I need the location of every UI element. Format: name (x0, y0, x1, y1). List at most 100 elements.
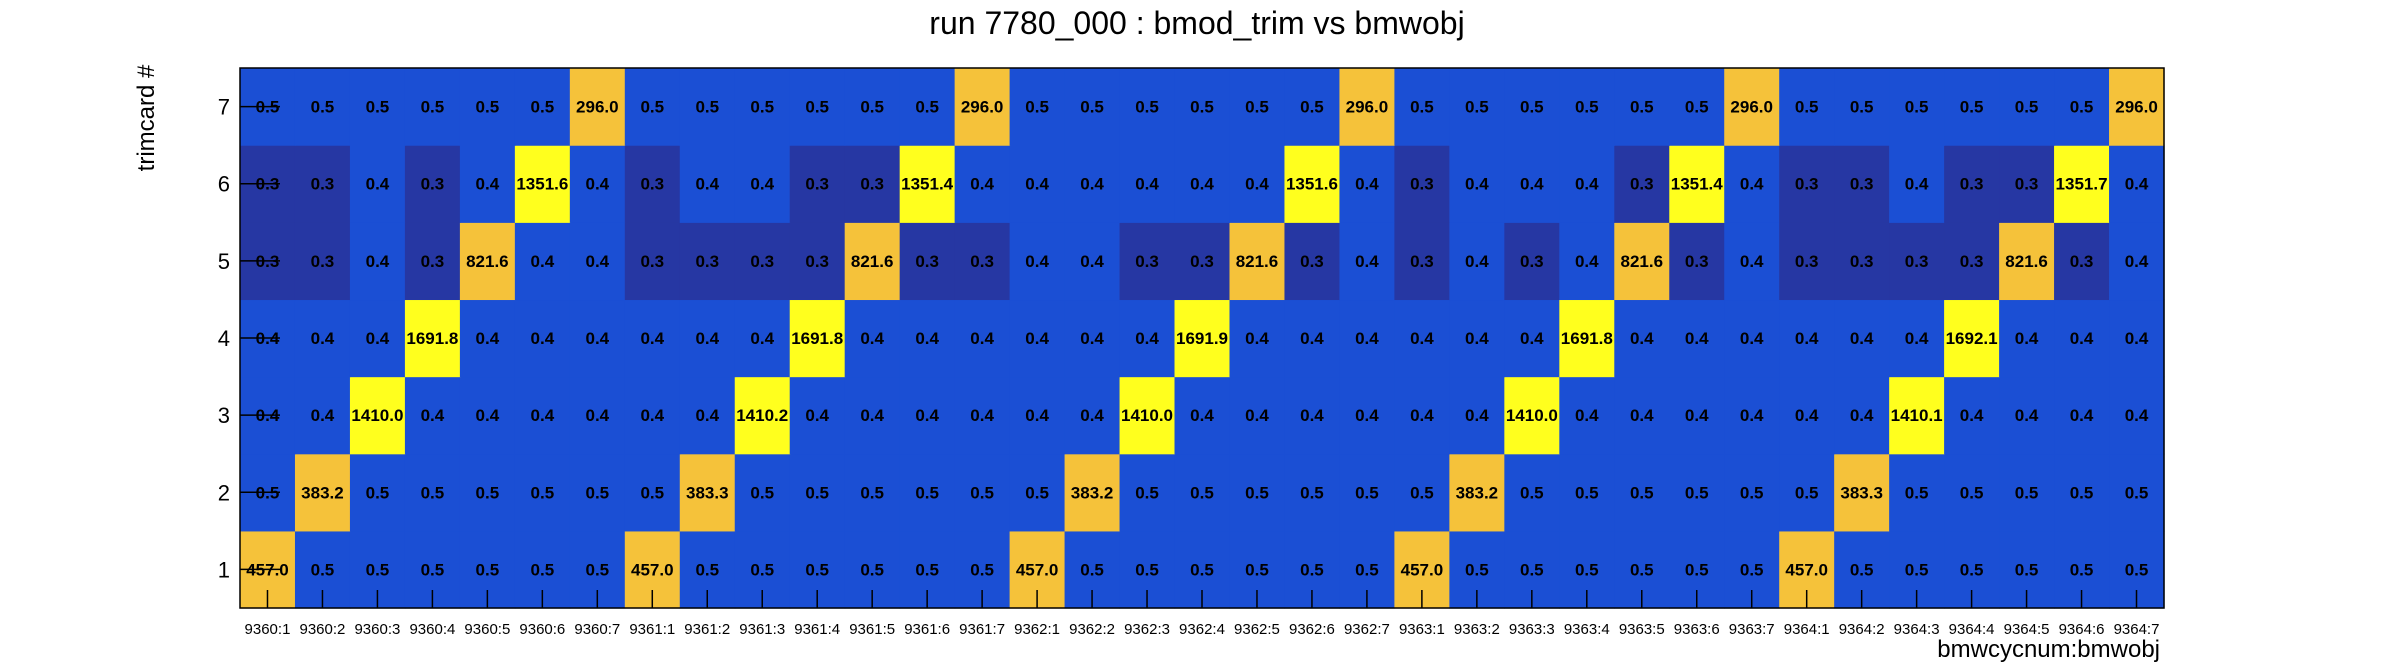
cell-value-label: 0.4 (1685, 406, 1709, 425)
heatmap-cell (1229, 453, 1286, 532)
heatmap-cell (844, 453, 901, 532)
heatmap-cell (569, 145, 626, 223)
x-tick-label: 9364:3 (1894, 621, 1940, 638)
cell-value-label: 0.4 (585, 329, 609, 348)
heatmap-cell (1889, 453, 1945, 532)
cell-value-label: 0.5 (1630, 560, 1654, 579)
cell-value-label: 0.4 (585, 175, 609, 194)
heatmap-cell (954, 453, 1011, 532)
cell-value-label: 0.3 (2015, 175, 2039, 194)
cell-value-label: 296.0 (576, 98, 619, 117)
cell-value-label: 821.6 (1620, 252, 1663, 271)
x-tick-label: 9361:2 (684, 621, 730, 638)
heatmap-cell (1614, 453, 1670, 532)
heatmap-cell (459, 145, 516, 223)
cell-value-label: 0.4 (1410, 329, 1434, 348)
heatmap-cell (514, 453, 571, 532)
cell-value-label: 0.5 (695, 560, 719, 579)
heatmap-cell (899, 145, 956, 223)
cell-value-label: 0.3 (1795, 175, 1819, 194)
heatmap-cell (459, 376, 516, 455)
cell-value-label: 0.5 (1905, 560, 1929, 579)
heatmap-cell (514, 68, 571, 146)
heatmap-cell (1119, 376, 1176, 455)
heatmap-cell (294, 376, 351, 455)
cell-value-label: 0.4 (970, 175, 994, 194)
cell-value-label: 0.5 (1245, 560, 1269, 579)
cell-value-label: 0.5 (1410, 483, 1434, 502)
x-tick-label: 9364:2 (1839, 621, 1885, 638)
cell-value-label: 0.5 (2015, 560, 2039, 579)
heatmap-cell (1229, 145, 1286, 223)
cell-value-label: 0.5 (421, 98, 445, 117)
heatmap-cell (1394, 376, 1450, 455)
cell-value-label: 0.4 (421, 406, 445, 425)
cell-value-label: 0.4 (1465, 175, 1489, 194)
heatmap-cell (1559, 453, 1615, 532)
heatmap-cell (1229, 222, 1286, 301)
heatmap-cell (2109, 145, 2165, 223)
heatmap-cell (1944, 222, 2000, 301)
heatmap-cell (1779, 222, 1835, 301)
heatmap-cell (1889, 376, 1945, 455)
cell-value-label: 821.6 (466, 252, 509, 271)
x-axis-title: bmwcycnum:bmwobj (1937, 636, 2160, 663)
heatmap-cell (2109, 222, 2165, 301)
cell-value-label: 0.5 (476, 483, 500, 502)
heatmap-cell (1119, 299, 1176, 378)
heatmap-cell (1174, 376, 1231, 455)
cell-value-label: 0.4 (1795, 406, 1819, 425)
cell-value-label: 0.4 (1190, 175, 1214, 194)
cell-value-label: 296.0 (961, 98, 1004, 117)
heatmap-cell (789, 299, 846, 378)
cell-value-label: 0.4 (1465, 252, 1489, 271)
heatmap-cell (1999, 68, 2055, 146)
heatmap-cell (569, 299, 626, 378)
heatmap-cell (1944, 299, 2000, 378)
cell-value-label: 0.3 (311, 252, 335, 271)
cell-value-label: 0.5 (1905, 98, 1929, 117)
cell-value-label: 0.3 (1795, 252, 1819, 271)
heatmap-cell (734, 376, 791, 455)
cell-value-label: 0.5 (1575, 560, 1599, 579)
heatmap-cell (679, 453, 736, 532)
heatmap-cell (1394, 145, 1450, 223)
cell-value-label: 1410.0 (1506, 406, 1558, 425)
heatmap-cell (679, 145, 736, 223)
heatmap-cell (679, 299, 736, 378)
cell-value-label: 0.4 (1630, 329, 1654, 348)
cell-value-label: 0.5 (2015, 483, 2039, 502)
cell-value-label: 0.5 (2070, 483, 2094, 502)
heatmap-cell (954, 222, 1011, 301)
cell-value-label: 0.5 (1960, 483, 1984, 502)
cell-value-label: 0.4 (1520, 329, 1544, 348)
cell-value-label: 0.5 (1520, 98, 1544, 117)
cell-value-label: 0.5 (366, 483, 390, 502)
cell-value-label: 0.4 (640, 329, 664, 348)
cell-value-label: 0.5 (1465, 98, 1489, 117)
heatmap-cell (1229, 299, 1286, 378)
heatmap-cell (1779, 68, 1835, 146)
y-tick-label: 2 (218, 480, 230, 505)
cell-value-label: 383.2 (301, 483, 344, 502)
heatmap-cell (1504, 376, 1560, 455)
cell-value-label: 0.5 (1520, 483, 1544, 502)
heatmap-cell (514, 299, 571, 378)
heatmap-cell (1669, 222, 1725, 301)
heatmap-cell (1889, 68, 1945, 146)
heatmap-cell (899, 68, 956, 146)
cell-value-label: 0.5 (421, 483, 445, 502)
heatmap-cell (1449, 145, 1505, 223)
heatmap-cell (514, 222, 571, 301)
cell-value-label: 0.4 (1080, 329, 1104, 348)
heatmap-cell (1504, 299, 1560, 378)
heatmap-cell (1504, 68, 1560, 146)
heatmap-cell (734, 68, 791, 146)
cell-value-label: 0.4 (1190, 406, 1214, 425)
cell-value-label: 0.5 (1135, 560, 1159, 579)
cell-value-label: 0.4 (640, 406, 664, 425)
cell-value-label: 0.5 (1190, 483, 1214, 502)
heatmap-cell (1449, 68, 1505, 146)
cell-value-label: 0.5 (1850, 560, 1874, 579)
